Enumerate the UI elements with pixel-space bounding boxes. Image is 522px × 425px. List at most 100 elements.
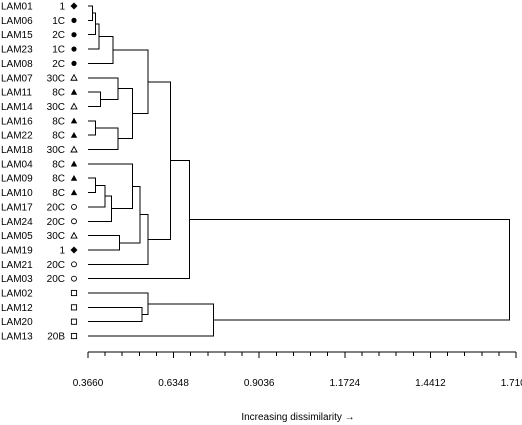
leaf-label: LAM13 xyxy=(1,332,33,343)
dendrogram-link xyxy=(88,303,214,337)
dendrogram-link xyxy=(88,12,97,36)
x-tick-label: 0.3660 xyxy=(73,378,104,389)
filled-diamond-marker xyxy=(70,246,78,254)
open-triangle-marker xyxy=(70,145,78,153)
open-triangle-marker xyxy=(70,231,78,239)
open-triangle-marker xyxy=(70,102,78,110)
leaf-label: LAM20 xyxy=(1,317,33,328)
dendrogram-link xyxy=(88,214,149,265)
open-circle-marker xyxy=(71,218,77,225)
dendrogram-link xyxy=(88,235,121,251)
x-axis: 0.3660 0.6348 0.9036 1.1724 1.4412 1.7100 xyxy=(73,351,522,389)
x-tick-label: 0.6348 xyxy=(158,378,189,389)
leaf-label: LAM19 xyxy=(1,245,33,256)
dendrogram-link xyxy=(88,160,191,280)
leaf-label: LAM07 xyxy=(1,73,33,84)
dendrogram-link xyxy=(88,5,93,21)
leaf-label: LAM01 xyxy=(1,2,33,13)
leaf-label: LAM22 xyxy=(1,131,33,142)
filled-triangle-marker xyxy=(70,189,78,196)
leaf-tag: 30C xyxy=(47,145,65,156)
x-tick-label: 1.4412 xyxy=(415,378,446,389)
filled-triangle-marker xyxy=(70,88,78,95)
dendrogram-link xyxy=(88,292,149,316)
filled-triangle-marker xyxy=(70,175,78,181)
leaf-label: LAM03 xyxy=(1,274,33,285)
leaf-tag: 2C xyxy=(52,30,65,41)
leaf-tag: 8C xyxy=(52,88,65,99)
leaf-label: LAM23 xyxy=(1,45,33,56)
dendrogram-link xyxy=(88,306,143,323)
filled-triangle-marker xyxy=(70,117,78,124)
open-triangle-marker xyxy=(70,73,78,81)
x-tick-label: 0.9036 xyxy=(244,378,275,389)
leaf-tag: 30C xyxy=(47,102,65,113)
filled-diamond-marker xyxy=(70,2,78,10)
open-square-marker xyxy=(70,289,78,297)
leaf-label: LAM10 xyxy=(1,188,33,199)
dendrogram-link xyxy=(88,163,133,210)
leaf-label: LAM18 xyxy=(1,145,33,156)
filled-circle-marker xyxy=(71,32,77,38)
leaf-label: LAM16 xyxy=(1,116,33,127)
dendrogram-link xyxy=(88,177,97,194)
dendrogram-link xyxy=(189,219,511,321)
filled-circle-marker xyxy=(71,46,77,52)
dendrogram-link xyxy=(88,77,119,100)
leaf-label: LAM11 xyxy=(1,88,32,99)
leaf-label: LAM24 xyxy=(1,217,33,228)
open-square-marker xyxy=(70,318,78,325)
leaf-tag: 30C xyxy=(47,73,65,84)
leaf-label: LAM09 xyxy=(1,174,33,185)
dendrogram-branches xyxy=(88,5,511,337)
leaf-tag: 8C xyxy=(52,174,65,185)
x-tick-label: 1.1724 xyxy=(330,378,361,389)
leaf-labels: LAM01 1 LAM06 1C LAM15 2C LAM23 1C LAM08 2C LAM07 3… xyxy=(1,2,78,343)
leaf-label: LAM05 xyxy=(1,231,33,242)
filled-circle-marker xyxy=(71,60,77,66)
leaf-tag: 8C xyxy=(52,188,65,199)
open-square-marker xyxy=(70,333,78,340)
leaf-tag: 8C xyxy=(52,159,65,170)
dendrogram-link xyxy=(88,35,114,64)
leaf-tag: 8C xyxy=(52,116,65,127)
leaf-tag: 1 xyxy=(59,245,65,256)
dendrogram-link xyxy=(88,195,113,222)
leaf-tag: 1C xyxy=(52,16,65,27)
leaf-label: LAM12 xyxy=(1,303,33,314)
dendrogram-link xyxy=(148,81,171,240)
leaf-tag: 20C xyxy=(47,202,65,213)
open-circle-marker xyxy=(71,203,77,210)
x-axis-title: Increasing dissimilarity → xyxy=(241,412,354,423)
dendrogram-link xyxy=(117,88,133,140)
x-tick-label: 1.7100 xyxy=(501,378,522,389)
leaf-tag: 20C xyxy=(47,274,65,285)
leaf-tag: 2C xyxy=(52,59,65,70)
filled-circle-marker xyxy=(71,17,77,23)
dendrogram-link xyxy=(88,127,119,150)
leaf-label: LAM08 xyxy=(1,59,33,70)
dendrogram-link xyxy=(88,23,100,50)
dendrogram-link xyxy=(88,91,101,107)
leaf-tag: 20C xyxy=(47,260,65,271)
leaf-tag: 20C xyxy=(47,217,65,228)
filled-triangle-marker xyxy=(70,160,78,167)
leaf-label: LAM02 xyxy=(1,289,33,300)
dendrogram-link xyxy=(88,184,106,208)
leaf-tag: 30C xyxy=(47,231,65,242)
leaf-tag: 1C xyxy=(52,45,65,56)
dendrogram-link xyxy=(119,185,141,244)
filled-triangle-marker xyxy=(70,131,78,138)
leaf-label: LAM21 xyxy=(1,260,33,271)
leaf-label: LAM14 xyxy=(1,102,33,113)
leaf-tag: 20B xyxy=(47,332,65,343)
open-circle-marker xyxy=(71,275,77,282)
dendrogram-link xyxy=(88,120,97,136)
leaf-tag: 1 xyxy=(59,2,65,13)
open-circle-marker xyxy=(71,261,77,268)
leaf-label: LAM15 xyxy=(1,30,33,41)
leaf-label: LAM04 xyxy=(1,159,33,170)
open-square-marker xyxy=(70,304,78,311)
leaf-label: LAM06 xyxy=(1,16,33,27)
